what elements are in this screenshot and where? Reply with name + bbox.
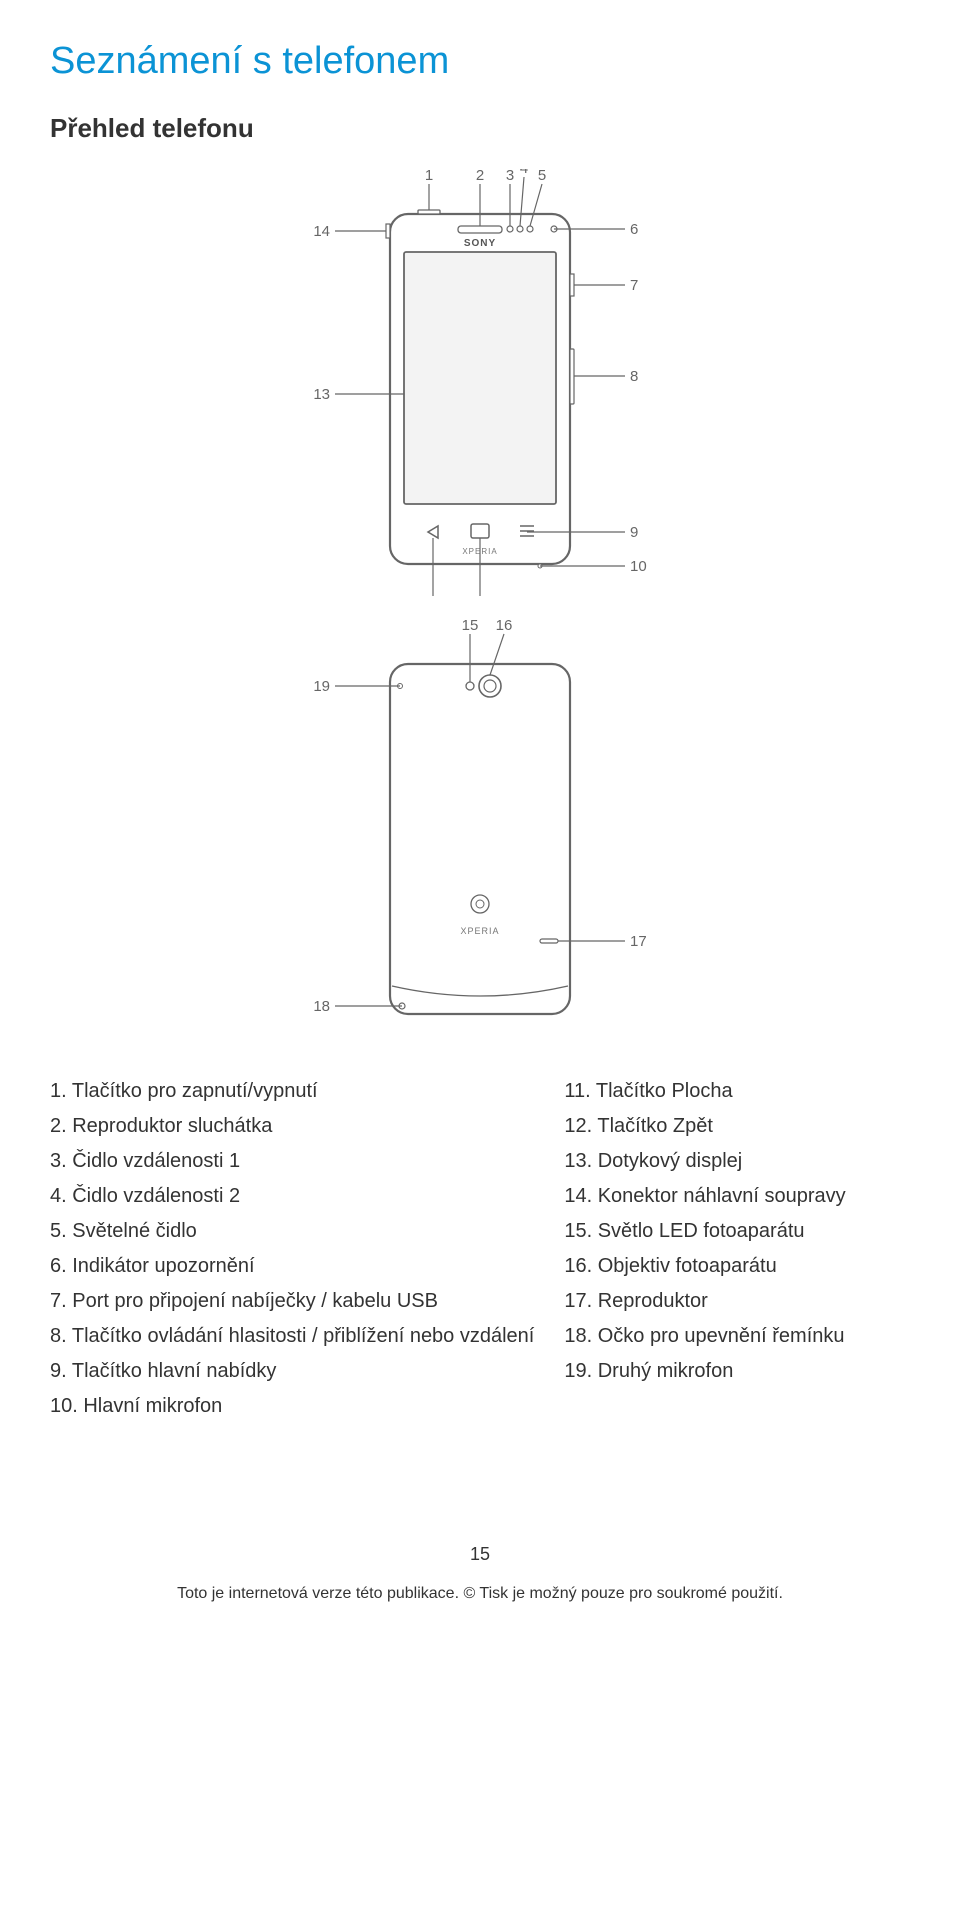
svg-text:19: 19 bbox=[313, 678, 330, 695]
page-number: 15 bbox=[50, 1544, 910, 1565]
legend-item: 1. Tlačítko pro zapnutí/vypnutí bbox=[50, 1074, 534, 1109]
svg-text:SONY: SONY bbox=[464, 238, 496, 249]
svg-text:5: 5 bbox=[538, 169, 546, 184]
svg-text:4: 4 bbox=[520, 169, 528, 177]
svg-text:6: 6 bbox=[630, 221, 638, 238]
legend-item: 5. Světelné čidlo bbox=[50, 1214, 534, 1249]
legend-item: 17. Reproduktor bbox=[564, 1284, 845, 1319]
legend-item: 9. Tlačítko hlavní nabídky bbox=[50, 1354, 534, 1389]
diagram-back-svg: XPERIA 15 16 19 18 17 bbox=[260, 619, 700, 1049]
legend-item: 4. Čidlo vzdálenosti 2 bbox=[50, 1179, 534, 1214]
svg-text:8: 8 bbox=[630, 368, 638, 385]
svg-text:13: 13 bbox=[313, 386, 330, 403]
legend-item: 2. Reproduktor sluchátka bbox=[50, 1109, 534, 1144]
section-subtitle: Přehled telefonu bbox=[50, 113, 910, 144]
svg-text:10: 10 bbox=[630, 558, 647, 575]
legend-item: 6. Indikátor upozornění bbox=[50, 1249, 534, 1284]
svg-text:18: 18 bbox=[313, 998, 330, 1015]
svg-text:7: 7 bbox=[630, 277, 638, 294]
legend-item: 11. Tlačítko Plocha bbox=[564, 1074, 845, 1109]
svg-text:14: 14 bbox=[313, 223, 330, 240]
legend-item: 18. Očko pro upevnění řemínku bbox=[564, 1319, 845, 1354]
svg-text:16: 16 bbox=[496, 619, 513, 634]
legend-item: 12. Tlačítko Zpět bbox=[564, 1109, 845, 1144]
legend-item: 13. Dotykový displej bbox=[564, 1144, 845, 1179]
legend-column-1: 1. Tlačítko pro zapnutí/vypnutí2. Reprod… bbox=[50, 1074, 534, 1424]
phone-diagram-back: XPERIA 15 16 19 18 17 bbox=[50, 619, 910, 1054]
svg-text:2: 2 bbox=[476, 169, 484, 184]
legend-item: 19. Druhý mikrofon bbox=[564, 1354, 845, 1389]
phone-diagram-front: SONYXPERIA1234567891011121314 bbox=[50, 169, 910, 604]
svg-text:17: 17 bbox=[630, 933, 647, 950]
svg-text:15: 15 bbox=[462, 619, 479, 634]
legend-item: 16. Objektiv fotoaparátu bbox=[564, 1249, 845, 1284]
legend-item: 7. Port pro připojení nabíječky / kabelu… bbox=[50, 1284, 534, 1319]
legend-item: 8. Tlačítko ovládání hlasitosti / přiblí… bbox=[50, 1319, 534, 1354]
svg-text:9: 9 bbox=[630, 524, 638, 541]
diagram-front-svg: SONYXPERIA1234567891011121314 bbox=[260, 169, 700, 599]
svg-text:1: 1 bbox=[425, 169, 433, 184]
footer-text: Toto je internetová verze této publikace… bbox=[50, 1585, 910, 1603]
legend-item: 15. Světlo LED fotoaparátu bbox=[564, 1214, 845, 1249]
legend-columns: 1. Tlačítko pro zapnutí/vypnutí2. Reprod… bbox=[50, 1074, 910, 1424]
legend-item: 10. Hlavní mikrofon bbox=[50, 1389, 534, 1424]
svg-text:3: 3 bbox=[506, 169, 514, 184]
svg-text:XPERIA: XPERIA bbox=[460, 926, 499, 936]
legend-column-2: 11. Tlačítko Plocha12. Tlačítko Zpět13. … bbox=[564, 1074, 845, 1424]
page-title: Seznámení s telefonem bbox=[50, 40, 910, 83]
legend-item: 14. Konektor náhlavní soupravy bbox=[564, 1179, 845, 1214]
legend-item: 3. Čidlo vzdálenosti 1 bbox=[50, 1144, 534, 1179]
